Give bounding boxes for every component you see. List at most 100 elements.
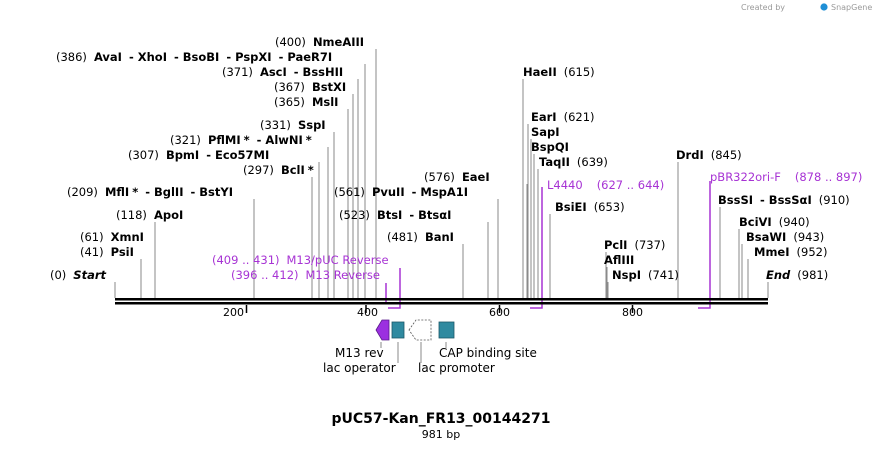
site-position: (845) <box>711 148 742 162</box>
restriction-site-label[interactable]: (321) PflMI * - AlwNI * <box>170 133 312 147</box>
restriction-site-label[interactable]: (367) BstXI <box>274 80 346 94</box>
enzyme-name: AvaI <box>94 50 122 64</box>
restriction-site-label[interactable]: DrdI (845) <box>676 148 742 162</box>
feature-label-cap-binding-site[interactable]: CAP binding site <box>439 346 537 360</box>
enzyme-name: BspQI <box>531 140 569 154</box>
primer-range: (627 .. 644) <box>597 178 665 192</box>
m13-rev-feature[interactable] <box>375 319 390 341</box>
plasmid-length: 981 bp <box>422 428 460 441</box>
restriction-site-label[interactable]: BciVI (940) <box>739 215 810 229</box>
enzyme-name: * <box>308 163 314 177</box>
restriction-site-label[interactable]: (561) PvuII - MspA1I <box>334 185 468 199</box>
feature-track: M13 rev lac operator lac promoter CAP bi… <box>323 319 537 375</box>
primer-name: L4440 <box>547 178 583 192</box>
primer-label-pbr322ori-f[interactable]: pBR322ori-F (878 .. 897) <box>710 170 862 184</box>
primer-label-m13-reverse[interactable]: (396 .. 412) M13 Reverse <box>231 268 380 282</box>
site-position: (209) <box>67 185 98 199</box>
restriction-site-label[interactable]: (297) BclI * <box>243 163 314 177</box>
enzyme-name: End <box>766 268 791 282</box>
restriction-site-label[interactable]: (0) Start <box>50 268 107 282</box>
restriction-site-label[interactable]: (481) BanI <box>387 230 454 244</box>
enzyme-name: MslI <box>312 95 339 109</box>
lac-operator-feature[interactable] <box>391 321 405 339</box>
restriction-site-label[interactable]: End (981) <box>766 268 828 282</box>
site-position: (400) <box>275 35 306 49</box>
feature-label-m13-rev[interactable]: M13 rev <box>335 346 384 360</box>
restriction-site-label[interactable]: BspQI <box>531 140 569 154</box>
enzyme-name: - MspA1I <box>412 185 468 199</box>
restriction-site-labels: (0) Start (41) PsiI (61) XmnI (118) ApoI (209) Mf… <box>50 35 850 282</box>
enzyme-name: - BtsαI <box>409 208 451 222</box>
site-position: (297) <box>243 163 274 177</box>
restriction-site-label[interactable]: (365) MslI <box>274 95 338 109</box>
site-position: (371) <box>222 65 253 79</box>
sequence-top-strand[interactable] <box>115 298 768 301</box>
restriction-site-label[interactable]: (386) AvaI - XhoI - BsoBI - PspXI - PaeR7I <box>56 50 332 64</box>
enzyme-name: SspI <box>298 118 326 132</box>
restriction-site-label[interactable]: (209) MflI * - BglII - BstYI <box>67 185 233 199</box>
restriction-site-label[interactable]: SapI <box>531 125 560 139</box>
enzyme-name: * <box>306 133 312 147</box>
enzyme-name: - Eco57MI <box>206 148 269 162</box>
restriction-site-label[interactable]: HaeII (615) <box>523 65 595 79</box>
restriction-site-label[interactable]: NspI (741) <box>612 268 679 282</box>
primer-m13-puc-reverse-line[interactable] <box>388 268 401 309</box>
restriction-site-label[interactable]: AflIII <box>604 253 634 267</box>
site-position: (940) <box>779 215 810 229</box>
restriction-site-label[interactable]: BsaWI (943) <box>746 230 824 244</box>
restriction-site-label[interactable]: BsiEI (653) <box>555 200 625 214</box>
restriction-site-label[interactable]: MmeI (952) <box>754 245 827 259</box>
restriction-site-label[interactable]: (331) SspI <box>260 118 326 132</box>
restriction-site-label[interactable]: TaqII (639) <box>539 155 608 169</box>
primer-name: M13/pUC Reverse <box>287 253 389 267</box>
restriction-site-label[interactable]: BssSI - BssSαI (910) <box>718 193 850 207</box>
enzyme-name: BsaWI <box>746 230 786 244</box>
enzyme-name: BtsI <box>377 208 402 222</box>
restriction-site-label[interactable]: (307) BpmI - Eco57MI <box>128 148 269 162</box>
enzyme-name: PclI <box>604 238 627 252</box>
restriction-site-label[interactable]: (523) BtsI - BtsαI <box>339 208 451 222</box>
site-position: (639) <box>577 155 608 169</box>
primer-range: (396 .. 412) <box>231 268 299 282</box>
enzyme-name: BssSI <box>718 193 753 207</box>
enzyme-name: Start <box>73 268 106 282</box>
enzyme-name: PvuII <box>372 185 405 199</box>
enzyme-name: EarI <box>531 110 557 124</box>
site-position: (576) <box>424 170 455 184</box>
ruler-tick-label: 600 <box>489 306 510 319</box>
enzyme-name: MmeI <box>754 245 790 259</box>
watermark-prefix: Created by <box>741 3 785 12</box>
snapgene-watermark[interactable]: Created by SnapGene <box>741 3 872 12</box>
feature-label-lac-operator[interactable]: lac operator <box>323 361 396 375</box>
primer-range: (409 .. 431) <box>212 253 280 267</box>
site-position: (653) <box>594 200 625 214</box>
primer-pbr322ori-f-line[interactable] <box>698 181 711 309</box>
enzyme-name: DrdI <box>676 148 704 162</box>
site-position: (365) <box>274 95 305 109</box>
feature-label-lac-promoter[interactable]: lac promoter <box>418 361 495 375</box>
primer-label-m13-puc-reverse[interactable]: (409 .. 431) M13/pUC Reverse <box>212 253 389 267</box>
restriction-site-label[interactable]: PclI (737) <box>604 238 665 252</box>
cap-binding-site-feature[interactable] <box>438 321 455 339</box>
site-position: (331) <box>260 118 291 132</box>
restriction-site-label[interactable]: (371) AscI - BssHII <box>222 65 343 79</box>
sequence-bottom-strand[interactable] <box>115 302 768 305</box>
primer-label-l4440[interactable]: L4440 (627 .. 644) <box>547 178 664 192</box>
restriction-site-label[interactable]: (41) PsiI <box>80 245 134 259</box>
enzyme-name: TaqII <box>539 155 570 169</box>
primer-l4440-line[interactable] <box>530 187 543 309</box>
site-connectors <box>114 49 769 298</box>
restriction-site-label[interactable]: EarI (621) <box>531 110 595 124</box>
lac-promoter-feature[interactable] <box>408 319 432 341</box>
ruler-tick-label: 400 <box>357 306 378 319</box>
restriction-site-label[interactable]: (576) EaeI <box>424 170 490 184</box>
plasmid-title: pUC57-Kan_FR13_00144271 <box>332 411 551 427</box>
restriction-site-label[interactable]: (118) ApoI <box>116 208 183 222</box>
restriction-site-label[interactable]: (400) NmeAIII <box>275 35 364 49</box>
restriction-site-label[interactable]: (61) XmnI <box>80 230 144 244</box>
enzyme-name: HaeII <box>523 65 557 79</box>
enzyme-name: PsiI <box>111 245 134 259</box>
sequence-ruler: 200 400 600 800 <box>115 298 768 319</box>
site-position: (952) <box>797 245 828 259</box>
